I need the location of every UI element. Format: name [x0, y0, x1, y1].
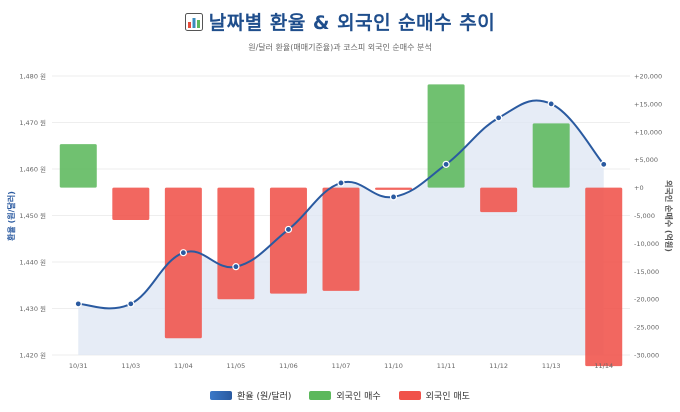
y-right-tick-label: -5,000 — [634, 212, 655, 220]
rate-point — [179, 249, 187, 257]
rate-point — [74, 300, 82, 308]
x-tick-label: 11/10 — [384, 362, 403, 370]
y-left-tick-label: 1,440 원 — [19, 258, 46, 267]
y-right-tick-label: -15,000 — [634, 268, 659, 276]
legend-swatch-rate — [210, 391, 233, 400]
rate-point — [600, 160, 608, 168]
x-tick-label: 11/12 — [489, 362, 508, 370]
legend-label-buy: 외국인 매수 — [336, 392, 381, 402]
sell-bar — [269, 187, 307, 294]
x-tick-label: 11/03 — [121, 362, 140, 370]
rate-point — [127, 300, 135, 308]
y-left-tick-label: 1,420 원 — [19, 351, 46, 360]
buy-bar — [532, 123, 570, 188]
legend-item-sell[interactable]: 외국인 매도 — [398, 389, 470, 402]
y-right-tick-label: -25,000 — [634, 324, 659, 332]
chart-subtitle: 원/달러 환율(매매기준율)과 코스피 외국인 순매수 분석 — [248, 43, 432, 52]
bar-chart-icon — [184, 13, 203, 36]
y-right-tick-label: -30,000 — [634, 352, 659, 360]
sell-bar — [585, 187, 623, 367]
rate-point — [442, 160, 450, 168]
rate-point — [495, 114, 503, 122]
sell-bar — [480, 187, 518, 213]
sell-bar — [112, 187, 150, 220]
rate-point — [389, 193, 398, 201]
x-tick-label: 11/11 — [437, 362, 456, 370]
x-tick-label: 10/31 — [69, 362, 88, 370]
sell-bar — [375, 187, 413, 190]
sell-bar — [164, 187, 202, 339]
legend-item-buy[interactable]: 외국인 매수 — [309, 389, 381, 402]
x-tick-label: 11/07 — [332, 362, 351, 370]
legend-item-rate[interactable]: 환율 (원/달러) — [210, 389, 291, 402]
buy-bar — [59, 144, 97, 188]
sell-bar — [217, 187, 255, 300]
chart-title-text: 날짜별 환율 & 외국인 순매수 추이 — [208, 12, 496, 34]
y-right-tick-label: -10,000 — [634, 240, 659, 248]
y-left-tick-label: 1,480 원 — [19, 72, 46, 81]
legend-label-rate: 환율 (원/달러) — [237, 392, 292, 402]
y-right-tick-label: +15,000 — [634, 100, 662, 108]
x-tick-label: 11/05 — [227, 362, 246, 370]
sell-bar — [322, 187, 360, 291]
y-left-tick-label: 1,430 원 — [19, 304, 46, 313]
y-right-tick-label: +5,000 — [634, 156, 658, 164]
rate-point — [547, 100, 555, 108]
y-left-tick-label: 1,460 원 — [19, 165, 46, 174]
x-tick-label: 11/06 — [279, 362, 298, 370]
rate-point — [337, 179, 345, 187]
rate-point — [284, 225, 293, 234]
y-right-tick-label: +0 — [634, 184, 644, 192]
y-axis-left-title: 환율 (원/달러) — [6, 191, 16, 241]
x-tick-label: 11/04 — [174, 362, 193, 370]
y-axis-right-title: 외국인 순매수 (억원) — [664, 180, 674, 252]
buy-bar — [427, 84, 465, 188]
legend: 환율 (원/달러) 외국인 매수 외국인 매도 — [0, 389, 680, 402]
x-tick-label: 11/13 — [542, 362, 561, 370]
legend-swatch-sell — [398, 391, 421, 400]
legend-swatch-buy — [309, 391, 332, 400]
chart-title: 날짜별 환율 & 외국인 순매수 추이 — [0, 8, 680, 36]
legend-label-sell: 외국인 매도 — [425, 392, 470, 402]
y-right-tick-label: -20,000 — [634, 296, 659, 304]
y-right-tick-label: +10,000 — [634, 128, 662, 136]
x-tick-label: 11/14 — [594, 362, 613, 370]
y-left-tick-label: 1,450 원 — [19, 211, 46, 220]
y-right-tick-label: +20,000 — [634, 73, 662, 81]
rate-point — [232, 263, 240, 271]
y-left-tick-label: 1,470 원 — [19, 118, 46, 127]
